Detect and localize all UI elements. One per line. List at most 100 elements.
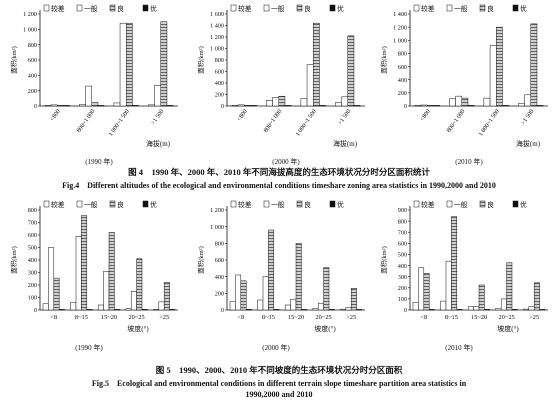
legend-label: 一般 [84, 4, 98, 13]
bar-2 [119, 22, 127, 107]
bar-3 [451, 216, 458, 311]
bar-2 [528, 306, 535, 311]
legend-label: 较差 [421, 4, 435, 13]
legend-swatch [109, 4, 116, 12]
x-tick-label: 15~20 [288, 314, 304, 321]
y-tick-label: 1 000 [210, 224, 224, 231]
legend-label: 一般 [84, 200, 98, 209]
bar-4 [536, 105, 544, 107]
legend-label: 较差 [51, 4, 65, 13]
bar-3 [295, 243, 302, 311]
y-tick-label: 800 [215, 57, 224, 64]
y-tick-label: 100 [28, 295, 37, 302]
bar-4 [132, 105, 139, 107]
x-axis-label: 坡度(°) [127, 324, 149, 333]
bar-3 [347, 35, 355, 107]
bar-3 [461, 97, 469, 107]
bar-4 [433, 105, 440, 107]
y-tick-label: 400 [215, 274, 224, 281]
bar-1 [483, 97, 491, 107]
y-tick-label: 600 [28, 57, 37, 64]
bar-4 [166, 105, 174, 107]
legend-swatch [230, 4, 237, 12]
x-tick-label: >1 500 [520, 108, 536, 126]
y-tick-label: 800 [398, 218, 407, 225]
legend-label: 优 [520, 200, 527, 209]
x-axis-label: 坡度(°) [497, 324, 519, 333]
bar-2 [317, 303, 324, 311]
bar-2 [500, 298, 507, 311]
bar-3 [53, 277, 60, 311]
y-tick-label: 700 [28, 220, 37, 227]
bar-4 [502, 105, 509, 107]
bar-1 [97, 304, 104, 311]
y-tick-label: 900 [398, 207, 407, 214]
bar-3 [533, 282, 540, 311]
bar-3 [240, 280, 247, 311]
bar-1 [300, 98, 308, 107]
y-tick-label: 0 [404, 103, 407, 110]
x-axis-label: 坡度(°) [314, 324, 336, 333]
bar-3 [496, 26, 503, 107]
bar-3 [160, 21, 168, 107]
legend-swatch [479, 4, 486, 12]
legend-swatch [263, 4, 270, 12]
bar-1 [414, 104, 422, 107]
y-tick-label: 600 [28, 232, 37, 239]
y-tick-label: 1 200 [210, 207, 224, 214]
y-tick-label: 1 200 [210, 34, 224, 41]
y-tick-label: 200 [398, 285, 407, 292]
y-tick-label: 1 600 [210, 11, 224, 18]
bar-2 [489, 45, 497, 107]
x-axis-label: 海拔(m) [146, 139, 171, 148]
bar-3 [81, 215, 88, 311]
bar-4 [467, 105, 475, 107]
legend-label: 优 [150, 4, 157, 13]
legend-swatch [512, 4, 519, 12]
y-tick-label: 1 000 [210, 46, 224, 53]
y-tick-label: 1 000 [23, 27, 37, 34]
y-tick-label: 0 [221, 103, 224, 110]
bar-3 [323, 267, 330, 311]
legend-swatch [446, 4, 453, 12]
bar-2 [48, 247, 55, 311]
bar-3 [57, 105, 64, 107]
year-label: (1990 年) [85, 157, 113, 166]
bar-1 [518, 103, 525, 107]
bar-4 [539, 309, 546, 311]
bar-2 [237, 104, 245, 107]
year-label: (2000 年) [272, 157, 300, 166]
legend-label: 一般 [454, 200, 468, 209]
legend-swatch [479, 200, 486, 208]
bar-2 [290, 298, 297, 311]
bar-1 [148, 104, 155, 107]
y-tick-label: 1 400 [210, 23, 224, 30]
legend-swatch [230, 200, 237, 208]
x-tick-label: 8~15 [445, 314, 458, 321]
y-tick-label: 400 [398, 77, 407, 84]
y-tick-label: 600 [398, 241, 407, 248]
fig4-caption-cn: 图 4 1990 年、2000 年、2010 年不同海拔高度的生态环境状况分时分… [128, 167, 430, 177]
bar-1 [44, 105, 52, 107]
bar-3 [530, 23, 538, 107]
legend-swatch [296, 200, 303, 208]
x-tick-label: 1 000~1 500 [107, 108, 131, 138]
y-tick-label: 200 [398, 90, 407, 97]
bar-1 [495, 308, 502, 311]
bar-2 [272, 97, 280, 107]
x-tick-label: >25 [159, 314, 169, 321]
fig4-caption-en: Fig.4 Different altitudes of the ecologi… [62, 181, 496, 190]
y-tick-label: 1 200 [393, 24, 407, 31]
bar-1 [312, 308, 319, 311]
x-tick-label: 15~20 [471, 314, 487, 321]
bar-1 [266, 100, 273, 107]
y-tick-label: 700 [398, 229, 407, 236]
x-tick-label: 20~25 [128, 314, 144, 321]
y-tick-label: 500 [28, 245, 37, 252]
y-tick-label: 600 [215, 257, 224, 264]
bar-4 [284, 105, 292, 107]
bar-2 [473, 306, 480, 311]
x-tick-label: 1 000~1 500 [294, 108, 318, 138]
bar-1 [440, 300, 447, 311]
bar-3 [350, 288, 357, 311]
